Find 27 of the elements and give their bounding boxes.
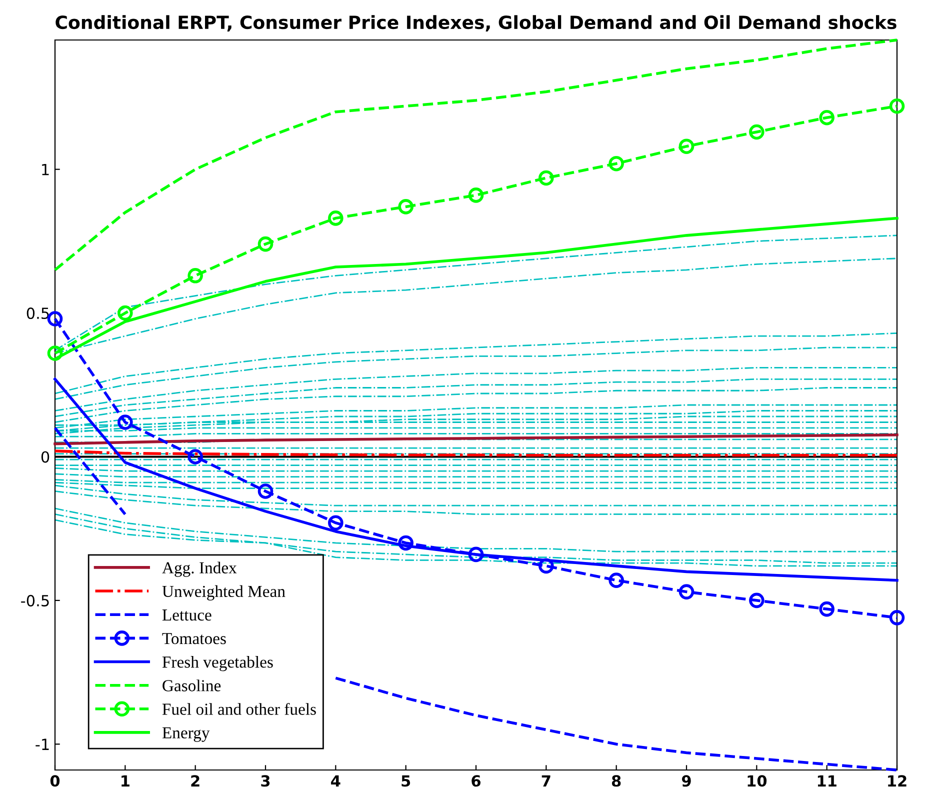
legend-label: Tomatoes [162,633,226,644]
y-tick-label: 0 [41,451,50,463]
y-tick-label: 0.5 [26,307,49,320]
y-tick-label: -0.5 [21,594,49,606]
x-tick-label: 2 [191,775,200,786]
x-tick-label: 0 [50,775,60,787]
y-tick-label: -1 [36,738,49,750]
x-tick-label: 11 [818,775,836,786]
y-tick-label: 1 [42,164,49,176]
legend-label: Unweighted Mean [162,585,286,600]
legend-label: Fresh vegetables [162,656,273,672]
legend-label: Lettuce [162,610,212,621]
x-tick-label: 3 [261,775,270,787]
x-tick-label: 7 [542,775,550,786]
x-tick-label: 8 [612,775,621,787]
x-tick-label: 9 [682,775,691,787]
legend-label: Agg. Index [162,562,237,577]
x-tick-label: 5 [402,775,410,787]
x-tick-label: 12 [888,775,906,786]
x-tick-label: 6 [472,775,480,787]
legend-label: Energy [162,727,210,742]
chart-title: Conditional ERPT, Consumer Price Indexes, Global Demand and Oil Demand shocks [56,15,896,32]
legend-label: Gasoline [162,680,221,692]
x-tick-label: 1 [122,775,130,786]
x-tick-label: 10 [748,775,767,787]
legend-label: Fuel oil and other fuels [162,702,316,715]
x-tick-label: 4 [331,775,340,786]
